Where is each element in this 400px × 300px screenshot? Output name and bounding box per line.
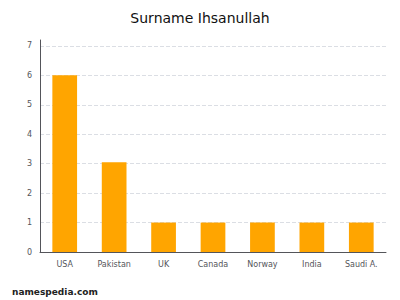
svg-text:1: 1 bbox=[27, 218, 32, 227]
svg-text:Surname Ihsanullah: Surname Ihsanullah bbox=[130, 10, 269, 26]
svg-text:0: 0 bbox=[27, 248, 32, 257]
svg-text:4: 4 bbox=[27, 130, 32, 139]
svg-text:namespedia.com: namespedia.com bbox=[12, 287, 98, 297]
svg-text:2: 2 bbox=[27, 189, 32, 198]
svg-text:India: India bbox=[302, 260, 322, 269]
svg-text:USA: USA bbox=[56, 260, 73, 269]
svg-text:3: 3 bbox=[27, 159, 32, 168]
svg-text:7: 7 bbox=[27, 41, 32, 50]
svg-text:Pakistan: Pakistan bbox=[97, 260, 131, 269]
svg-text:Saudi A.: Saudi A. bbox=[345, 260, 378, 269]
svg-text:Canada: Canada bbox=[198, 260, 229, 269]
svg-text:6: 6 bbox=[27, 71, 32, 80]
svg-text:Norway: Norway bbox=[247, 260, 278, 269]
svg-text:5: 5 bbox=[27, 100, 32, 109]
svg-text:UK: UK bbox=[158, 260, 170, 269]
